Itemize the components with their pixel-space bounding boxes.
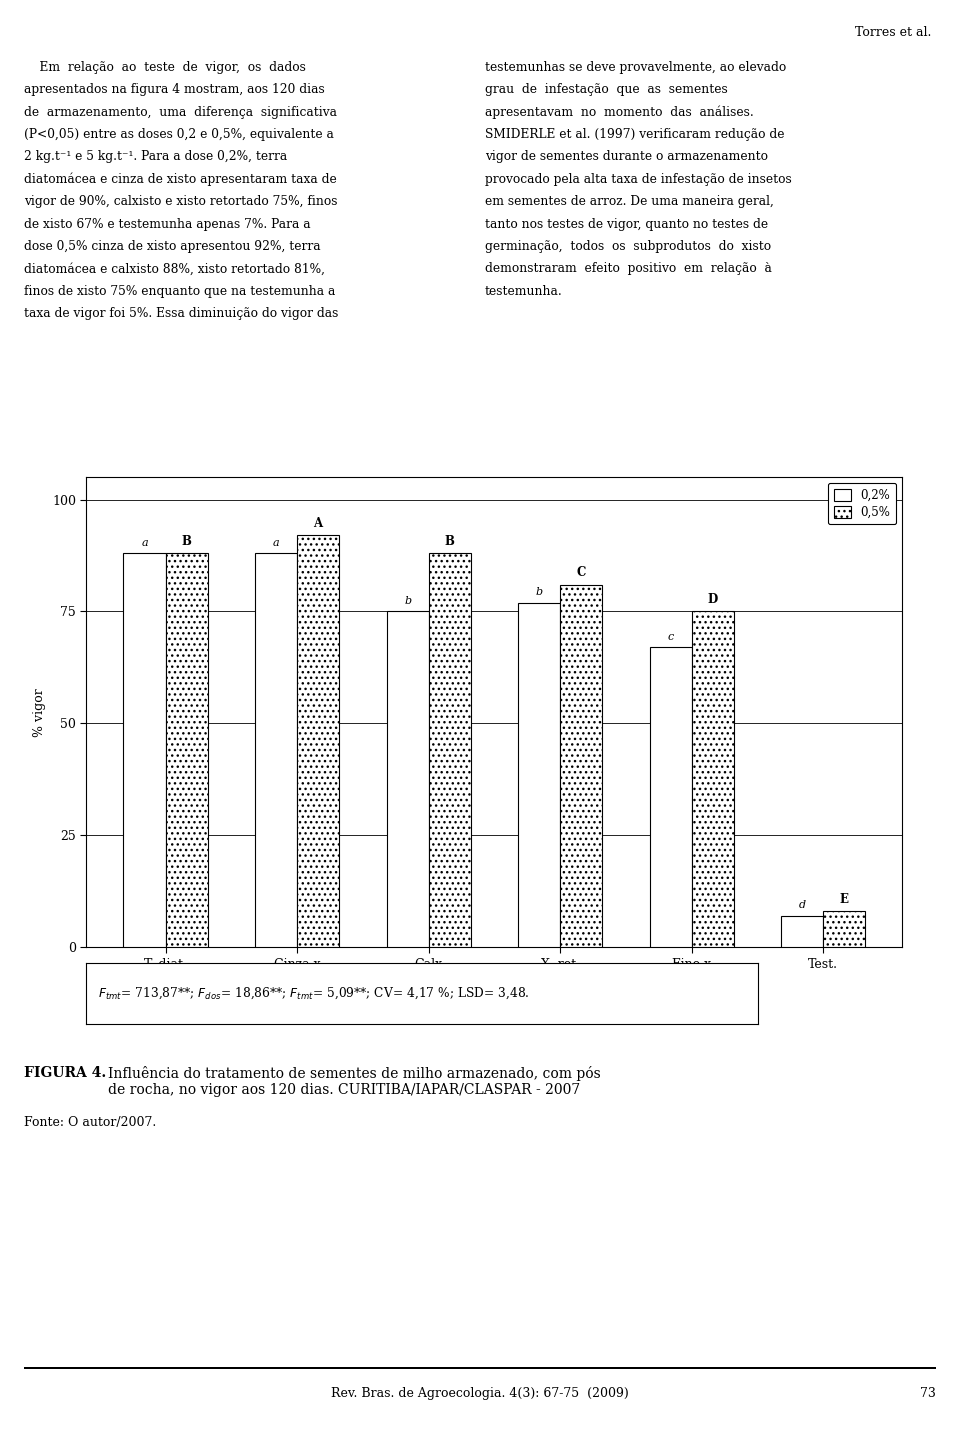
Text: SMIDERLE et al. (1997) verificaram redução de: SMIDERLE et al. (1997) verificaram reduç… [485, 127, 784, 140]
Text: $F_{tmt}$= 713,87**; $F_{dos}$= 18,86**; $F_{tmt}$= 5,09**; CV= 4,17 %; LSD= 3,4: $F_{tmt}$= 713,87**; $F_{dos}$= 18,86**;… [99, 986, 530, 1001]
Bar [692, 612, 733, 947]
Bar [387, 612, 428, 947]
Text: vigor de 90%, calxisto e xisto retortado 75%, finos: vigor de 90%, calxisto e xisto retortado… [24, 195, 338, 208]
Bar [518, 603, 561, 947]
Text: demonstraram  efeito  positivo  em  relação  à: demonstraram efeito positivo em relação … [485, 263, 772, 275]
Text: de xisto 67% e testemunha apenas 7%. Para a: de xisto 67% e testemunha apenas 7%. Par… [24, 217, 311, 230]
Y-axis label: % vigor: % vigor [34, 688, 46, 736]
Text: germinação,  todos  os  subprodutos  do  xisto: germinação, todos os subprodutos do xist… [485, 240, 771, 253]
Text: diatomácea e calxisto 88%, xisto retortado 81%,: diatomácea e calxisto 88%, xisto retorta… [24, 263, 325, 275]
Text: a: a [141, 538, 148, 548]
Legend: 0,2%, 0,5%: 0,2%, 0,5% [828, 483, 897, 525]
Text: Influência do tratamento de sementes de milho armazenado, com pós
de rocha, no v: Influência do tratamento de sementes de … [108, 1066, 600, 1098]
Text: c: c [667, 632, 674, 642]
Text: vigor de sementes durante o armazenamento: vigor de sementes durante o armazenament… [485, 150, 768, 163]
Text: FIGURA 4.: FIGURA 4. [24, 1066, 107, 1080]
Text: testemunhas se deve provavelmente, ao elevado: testemunhas se deve provavelmente, ao el… [485, 61, 786, 74]
Text: b: b [404, 596, 411, 606]
Text: d: d [799, 901, 805, 911]
Text: taxa de vigor foi 5%. Essa diminuição do vigor das: taxa de vigor foi 5%. Essa diminuição do… [24, 308, 338, 320]
Text: Rev. Bras. de Agroecologia. 4(3): 67-75  (2009): Rev. Bras. de Agroecologia. 4(3): 67-75 … [331, 1387, 629, 1400]
Text: C: C [577, 567, 586, 580]
Text: 2 kg.t⁻¹ e 5 kg.t⁻¹. Para a dose 0,2%, terra: 2 kg.t⁻¹ e 5 kg.t⁻¹. Para a dose 0,2%, t… [24, 150, 287, 163]
Bar [297, 535, 339, 947]
Text: apresentados na figura 4 mostram, aos 120 dias: apresentados na figura 4 mostram, aos 12… [24, 82, 324, 95]
Text: grau  de  infestação  que  as  sementes: grau de infestação que as sementes [485, 82, 728, 95]
Bar [824, 911, 865, 947]
Text: testemunha.: testemunha. [485, 285, 563, 298]
Text: Fonte: O autor/2007.: Fonte: O autor/2007. [24, 1116, 156, 1129]
Text: provocado pela alta taxa de infestação de insetos: provocado pela alta taxa de infestação d… [485, 172, 792, 185]
Text: A: A [314, 518, 323, 531]
Text: tanto nos testes de vigor, quanto no testes de: tanto nos testes de vigor, quanto no tes… [485, 217, 768, 230]
Bar [255, 554, 297, 947]
Bar [650, 648, 692, 947]
Text: apresentavam  no  momento  das  análises.: apresentavam no momento das análises. [485, 106, 754, 119]
Text: B: B [444, 535, 455, 548]
Text: b: b [536, 587, 542, 597]
Text: a: a [273, 538, 279, 548]
Text: Em  relação  ao  teste  de  vigor,  os  dados: Em relação ao teste de vigor, os dados [24, 61, 306, 74]
Text: diatomácea e cinza de xisto apresentaram taxa de: diatomácea e cinza de xisto apresentaram… [24, 172, 337, 187]
Bar [165, 554, 207, 947]
Text: E: E [840, 894, 849, 907]
X-axis label: Tratamento: Tratamento [449, 979, 540, 993]
Text: finos de xisto 75% enquanto que na testemunha a: finos de xisto 75% enquanto que na teste… [24, 285, 335, 298]
Text: D: D [708, 593, 718, 606]
Text: Torres et al.: Torres et al. [854, 26, 931, 39]
Text: 73: 73 [920, 1387, 936, 1400]
Text: em sementes de arroz. De uma maneira geral,: em sementes de arroz. De uma maneira ger… [485, 195, 774, 208]
Text: dose 0,5% cinza de xisto apresentou 92%, terra: dose 0,5% cinza de xisto apresentou 92%,… [24, 240, 321, 253]
Bar [428, 554, 470, 947]
Bar [124, 554, 165, 947]
Text: de  armazenamento,  uma  diferença  significativa: de armazenamento, uma diferença signific… [24, 106, 337, 119]
Bar [561, 584, 602, 947]
Bar [781, 915, 824, 947]
Text: B: B [181, 535, 192, 548]
Text: (P<0,05) entre as doses 0,2 e 0,5%, equivalente a: (P<0,05) entre as doses 0,2 e 0,5%, equi… [24, 127, 334, 140]
